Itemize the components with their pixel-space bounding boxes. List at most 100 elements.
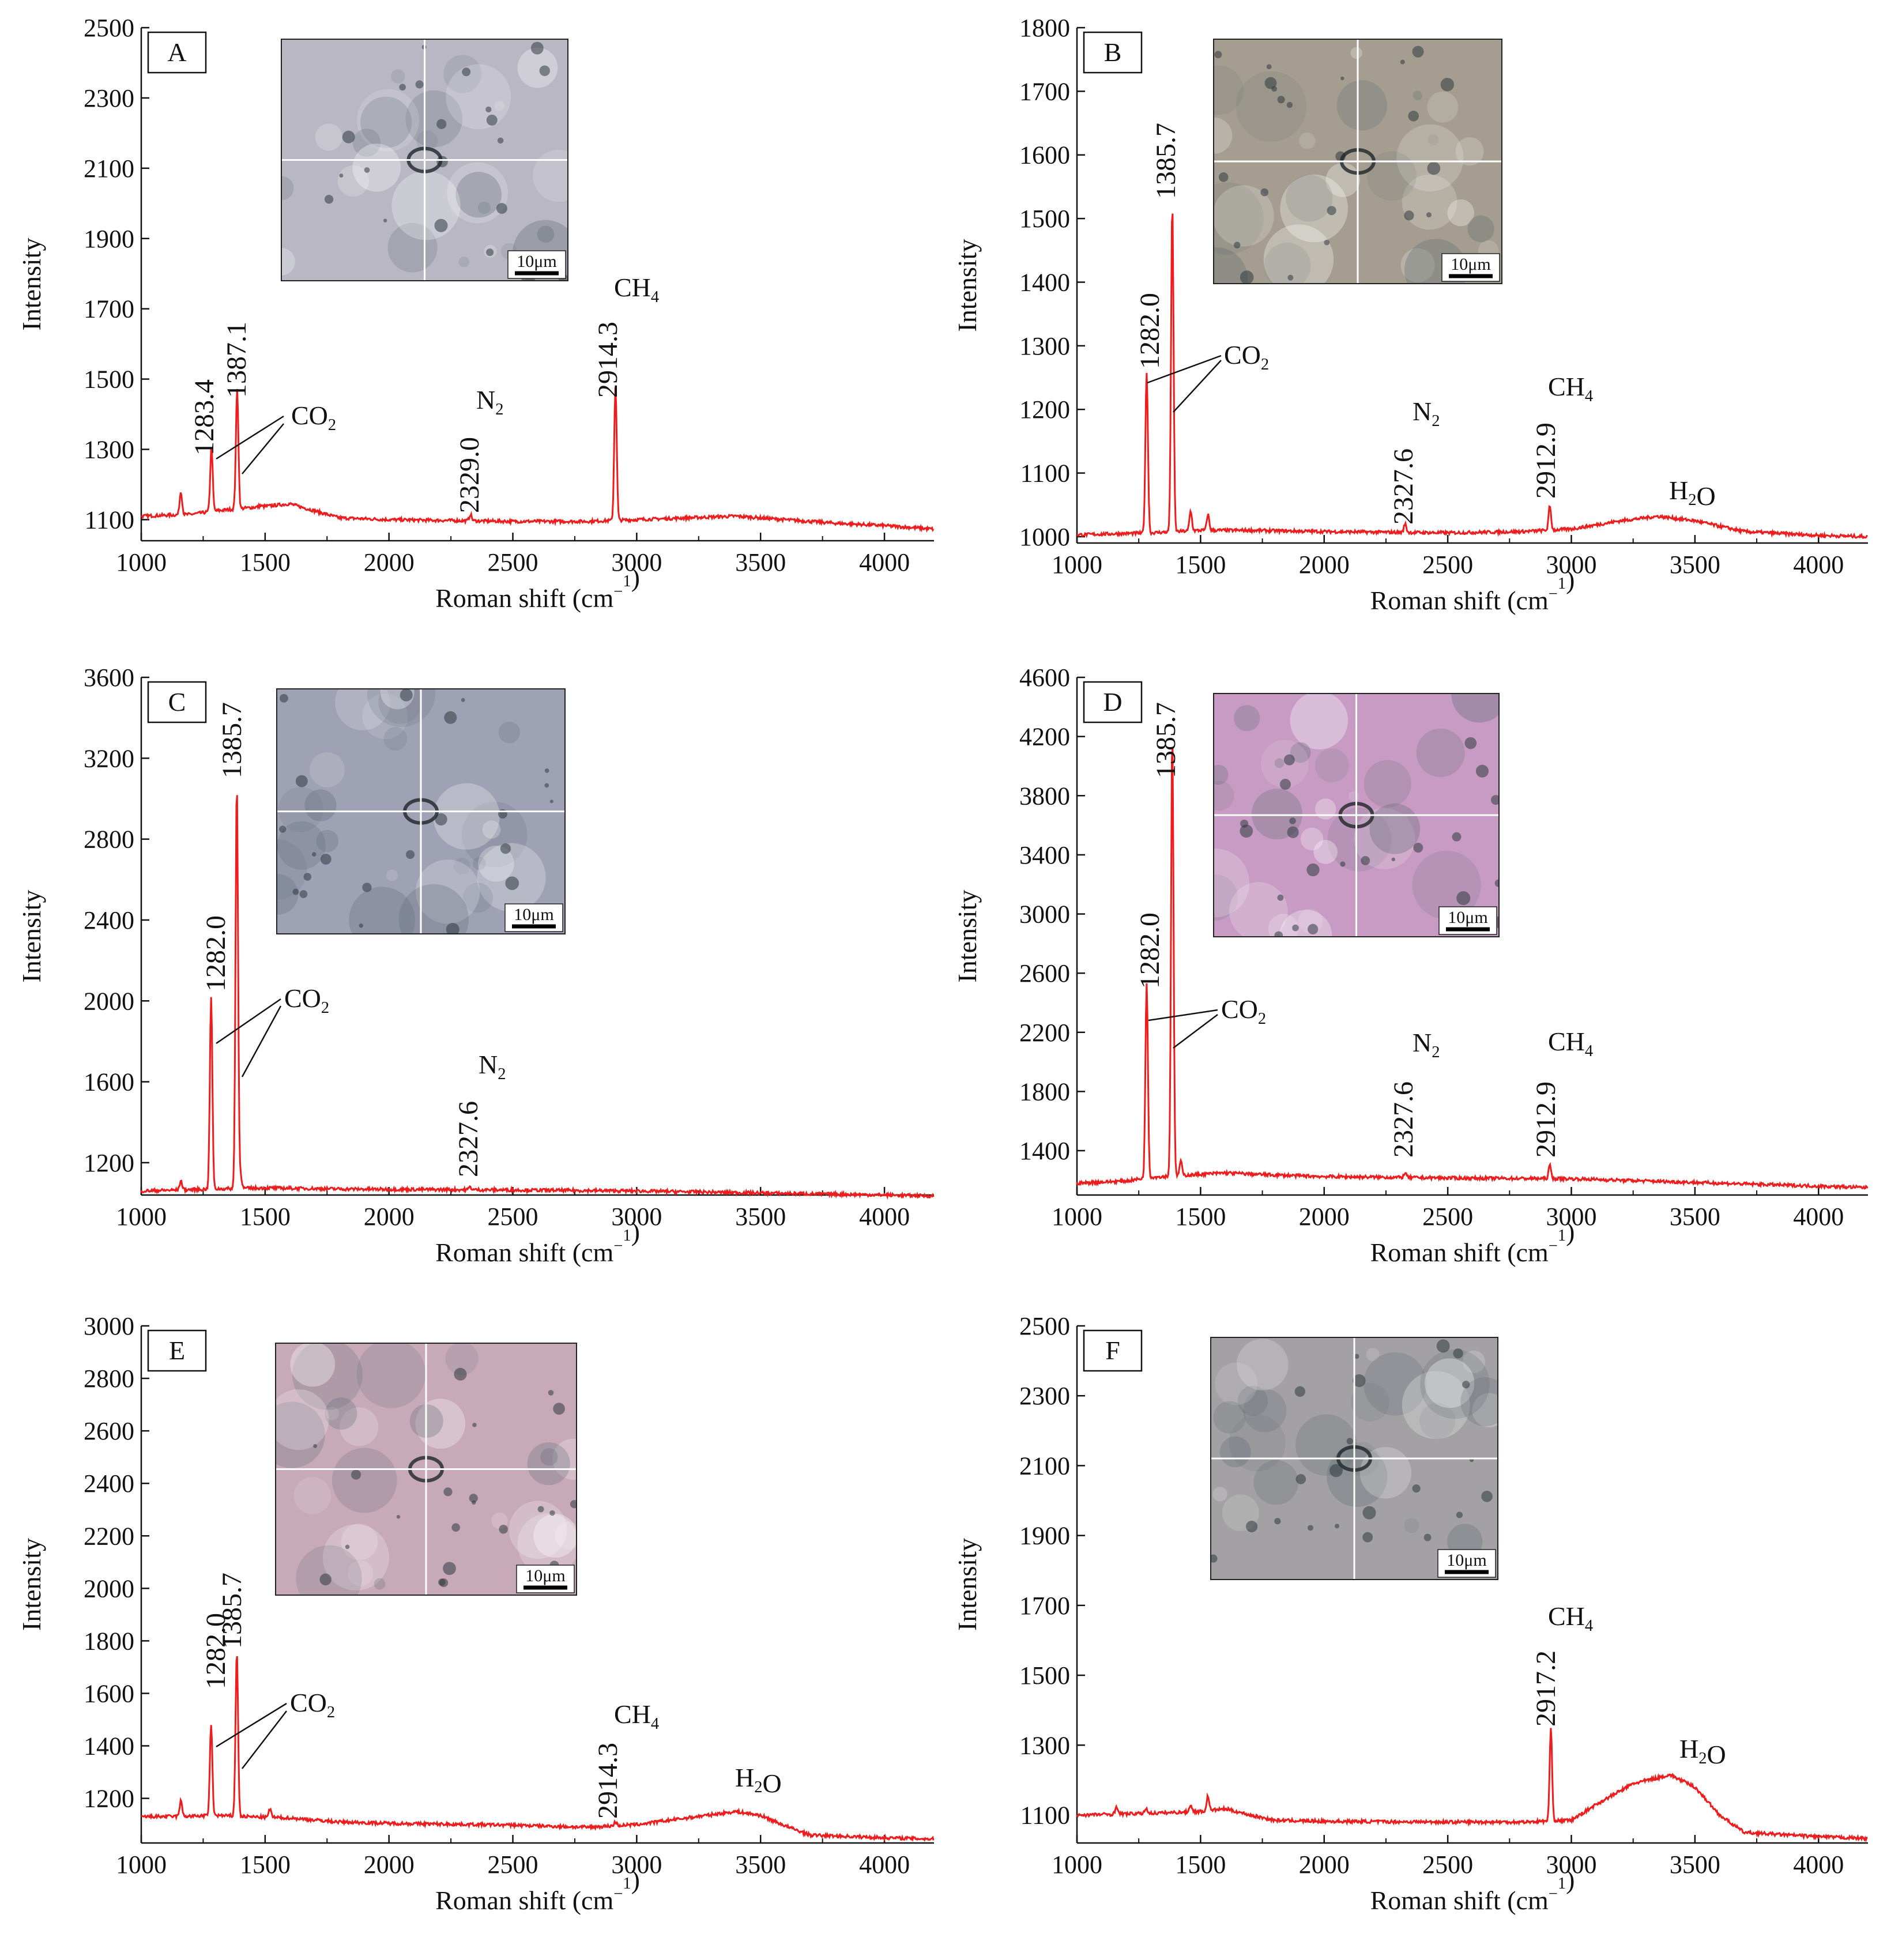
y-tick-label: 3200 — [84, 744, 134, 772]
peak-position-label: 1282.0 — [201, 1613, 231, 1689]
x-tick-label: 1000 — [1052, 1203, 1102, 1231]
chart-panel-e: 1000 1500 2000 2500 3000 3500 4000 1200 1400 1600… — [17, 1312, 935, 1915]
co2-leader-line — [1173, 1014, 1218, 1049]
peak-position-label: 2327.6 — [1388, 448, 1419, 525]
y-tick-label: 1300 — [1019, 332, 1070, 360]
chart-panel-a: 1000 1500 2000 2500 3000 3500 4000 1100 1300 1500… — [17, 14, 935, 613]
y-tick-label: 1500 — [1019, 1661, 1070, 1690]
species-label: CO2 — [291, 401, 336, 434]
panel-label-box — [1083, 1329, 1143, 1372]
chart-panel-c: 1000 1500 2000 2500 3000 3500 4000 1200 1600 2000… — [17, 664, 935, 1267]
co2-leader-line — [216, 415, 284, 460]
x-tick-label: 3000 — [611, 548, 662, 576]
raman-spectrum-line — [1076, 1728, 1868, 1842]
x-tick-label: 2000 — [1299, 551, 1350, 579]
y-tick-label: 1700 — [1019, 1592, 1070, 1620]
peak-position-label: 1387.1 — [221, 322, 252, 398]
x-tick-label: 2500 — [488, 1850, 538, 1879]
y-tick-label: 1300 — [84, 436, 134, 464]
x-axis-label: Roman shift (cm−1) — [1370, 1865, 1575, 1915]
y-tick-label: 1700 — [1019, 77, 1070, 105]
peak-position-label: 1385.7 — [1151, 123, 1181, 199]
y-tick-label: 2600 — [1019, 959, 1070, 987]
panel-label-box — [1083, 31, 1143, 74]
species-label: CH4 — [1548, 1027, 1593, 1060]
peak-position-label: 1385.7 — [1151, 702, 1181, 778]
y-tick-label: 3000 — [1019, 900, 1070, 929]
species-label: CO2 — [1221, 994, 1266, 1028]
y-axis-label: Intensity — [952, 890, 982, 983]
y-tick-label: 1700 — [84, 295, 134, 323]
x-tick-label: 1500 — [1175, 1203, 1226, 1231]
y-tick-label: 1200 — [1019, 395, 1070, 424]
y-tick-label: 2200 — [84, 1522, 134, 1550]
y-tick-label: 1100 — [1020, 459, 1070, 488]
x-axis-label: Roman shift (cm−1) — [1370, 565, 1575, 615]
x-tick-label: 1000 — [1052, 551, 1102, 579]
x-tick-label: 2000 — [364, 1850, 415, 1879]
x-tick-label: 2500 — [488, 548, 538, 576]
y-tick-label: 1500 — [84, 365, 134, 394]
y-tick-label: 2500 — [1019, 1312, 1070, 1340]
y-tick-label: 1900 — [84, 225, 134, 253]
y-tick-label: 3600 — [84, 664, 134, 692]
scale-bar-label: 10μm — [517, 252, 556, 271]
y-tick-label: 1400 — [1019, 1137, 1070, 1165]
x-tick-label: 2500 — [1422, 1850, 1473, 1879]
y-axis-label: Intensity — [17, 238, 46, 331]
x-tick-label: 2500 — [1422, 1203, 1473, 1231]
peak-position-label: 2914.3 — [593, 1743, 623, 1819]
y-tick-label: 2000 — [84, 987, 134, 1015]
x-tick-label: 2000 — [364, 1203, 415, 1231]
x-tick-label: 2000 — [1299, 1203, 1350, 1231]
x-tick-label: 3000 — [1546, 1850, 1597, 1879]
y-tick-label: 2400 — [84, 906, 134, 934]
y-tick-label: 3800 — [1019, 782, 1070, 810]
species-label: CH4 — [1548, 1601, 1593, 1635]
y-tick-label: 2100 — [1019, 1452, 1070, 1480]
peak-position-label: 2327.6 — [1388, 1081, 1419, 1158]
y-tick-label: 1600 — [84, 1679, 134, 1708]
peak-position-label: 1282.0 — [201, 915, 231, 992]
x-tick-label: 3500 — [735, 548, 786, 576]
panel-label: D — [1103, 687, 1122, 717]
x-axis-label: Roman shift (cm−1) — [435, 1217, 640, 1267]
x-tick-label: 1500 — [240, 1850, 291, 1879]
y-tick-label: 1200 — [84, 1785, 134, 1813]
x-tick-label: 1000 — [1052, 1850, 1102, 1879]
panel-label-box — [147, 31, 207, 74]
y-tick-label: 1600 — [1019, 141, 1070, 169]
peak-position-label: 1282.0 — [1135, 293, 1165, 369]
x-tick-label: 4000 — [859, 548, 910, 576]
x-tick-label: 4000 — [859, 1203, 910, 1231]
peak-position-label: 1282.0 — [1135, 913, 1165, 989]
co2-leader-line — [241, 1005, 282, 1077]
peak-position-label: 2329.0 — [454, 437, 485, 513]
chart-panel-b: 1000 1500 2000 2500 3000 3500 4000 1000 1100 1200… — [952, 14, 1868, 615]
y-tick-label: 1600 — [84, 1068, 134, 1096]
species-label: CH4 — [1548, 372, 1593, 405]
co2-leader-line — [216, 998, 281, 1045]
peak-position-label: 2912.9 — [1531, 1081, 1561, 1158]
y-tick-label: 1400 — [84, 1732, 134, 1761]
peak-position-label: 2914.3 — [593, 322, 623, 398]
panel-label: B — [1104, 37, 1122, 67]
y-axis-label: Intensity — [952, 1538, 982, 1631]
raman-spectrum-line — [140, 795, 935, 1200]
x-tick-label: 3500 — [1670, 1850, 1720, 1879]
scale-bar-label: 10μm — [1447, 1551, 1486, 1570]
y-tick-label: 1200 — [84, 1149, 134, 1177]
species-label: CH4 — [614, 1699, 659, 1733]
x-tick-label: 4000 — [1793, 551, 1844, 579]
y-tick-label: 2100 — [84, 154, 134, 183]
y-tick-label: 1000 — [1019, 523, 1070, 551]
peak-position-label: 2912.9 — [1531, 423, 1561, 499]
y-tick-label: 2300 — [84, 84, 134, 112]
y-tick-label: 1500 — [1019, 205, 1070, 233]
x-tick-label: 4000 — [1793, 1850, 1844, 1879]
x-tick-label: 4000 — [1793, 1203, 1844, 1231]
co2-leader-line — [242, 1710, 287, 1769]
y-tick-label: 1800 — [1019, 14, 1070, 42]
panel-label-box — [147, 681, 207, 723]
y-tick-label: 1800 — [84, 1627, 134, 1655]
